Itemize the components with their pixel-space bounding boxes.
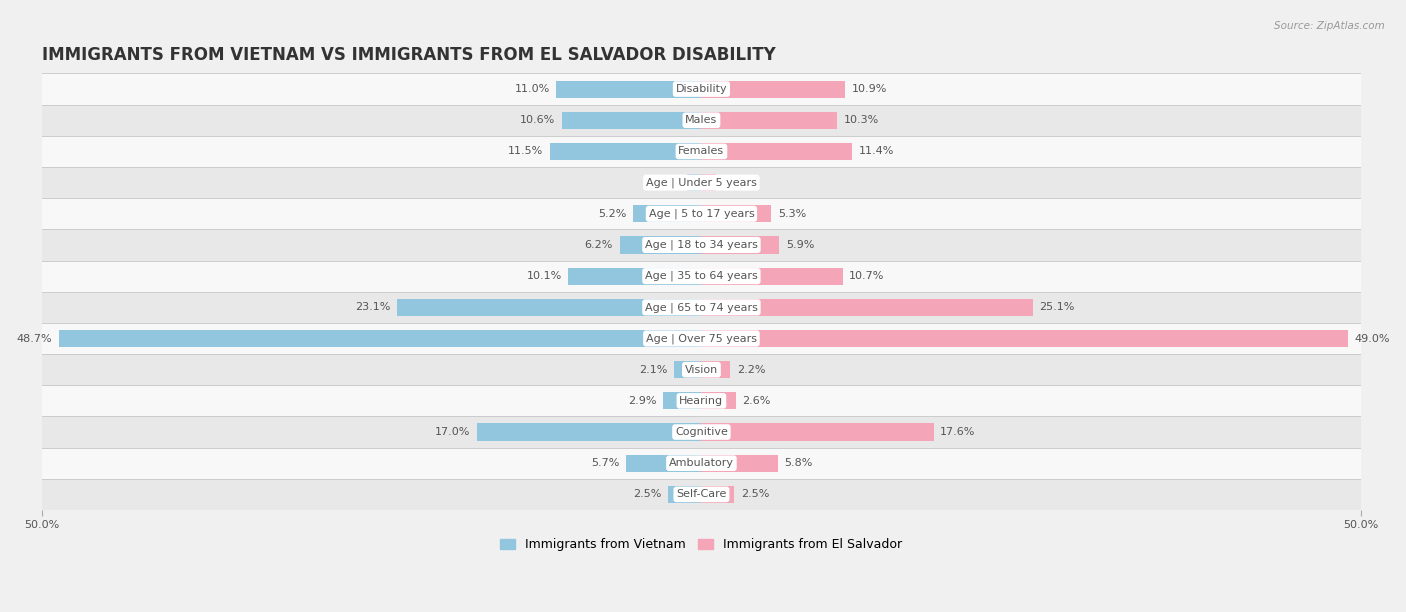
Bar: [702, 299, 1032, 316]
Bar: [702, 455, 778, 472]
Text: 11.4%: 11.4%: [859, 146, 894, 157]
Text: 1.1%: 1.1%: [652, 177, 681, 188]
Bar: [620, 236, 702, 253]
Text: 5.3%: 5.3%: [778, 209, 806, 218]
Bar: [702, 236, 779, 253]
Bar: [702, 267, 842, 285]
Text: 2.9%: 2.9%: [628, 396, 657, 406]
Bar: [702, 143, 852, 160]
Text: 25.1%: 25.1%: [1039, 302, 1074, 312]
Bar: [633, 205, 702, 222]
Bar: [42, 386, 1361, 416]
Text: 17.0%: 17.0%: [436, 427, 471, 437]
Text: Self-Care: Self-Care: [676, 490, 727, 499]
Text: Females: Females: [678, 146, 724, 157]
Bar: [702, 330, 1348, 347]
Bar: [42, 230, 1361, 261]
Text: 10.6%: 10.6%: [520, 115, 555, 125]
Text: 10.1%: 10.1%: [526, 271, 561, 281]
Bar: [702, 205, 772, 222]
Text: Age | 5 to 17 years: Age | 5 to 17 years: [648, 209, 754, 219]
Text: 2.6%: 2.6%: [742, 396, 770, 406]
Bar: [42, 261, 1361, 292]
Bar: [702, 486, 734, 503]
Text: Ambulatory: Ambulatory: [669, 458, 734, 468]
Text: 48.7%: 48.7%: [17, 334, 52, 343]
Bar: [42, 198, 1361, 230]
Text: Source: ZipAtlas.com: Source: ZipAtlas.com: [1274, 21, 1385, 31]
Text: 2.5%: 2.5%: [741, 490, 769, 499]
Bar: [702, 174, 716, 191]
Text: Hearing: Hearing: [679, 396, 724, 406]
Text: 49.0%: 49.0%: [1354, 334, 1391, 343]
Text: Cognitive: Cognitive: [675, 427, 728, 437]
Bar: [664, 392, 702, 409]
Text: Age | 18 to 34 years: Age | 18 to 34 years: [645, 240, 758, 250]
Bar: [702, 392, 735, 409]
Bar: [668, 486, 702, 503]
Bar: [42, 479, 1361, 510]
Bar: [557, 81, 702, 98]
Bar: [42, 167, 1361, 198]
Bar: [42, 354, 1361, 386]
Bar: [702, 424, 934, 441]
Text: Age | Under 5 years: Age | Under 5 years: [645, 177, 756, 188]
Text: Vision: Vision: [685, 365, 718, 375]
Bar: [59, 330, 702, 347]
Bar: [42, 73, 1361, 105]
Text: 11.5%: 11.5%: [508, 146, 543, 157]
Text: 5.2%: 5.2%: [598, 209, 626, 218]
Bar: [477, 424, 702, 441]
Text: 2.1%: 2.1%: [638, 365, 666, 375]
Text: 11.0%: 11.0%: [515, 84, 550, 94]
Text: 10.7%: 10.7%: [849, 271, 884, 281]
Bar: [702, 111, 838, 129]
Text: 23.1%: 23.1%: [354, 302, 389, 312]
Text: Age | 65 to 74 years: Age | 65 to 74 years: [645, 302, 758, 313]
Bar: [42, 323, 1361, 354]
Bar: [626, 455, 702, 472]
Text: 17.6%: 17.6%: [941, 427, 976, 437]
Text: Males: Males: [685, 115, 717, 125]
Text: 10.9%: 10.9%: [852, 84, 887, 94]
Bar: [42, 105, 1361, 136]
Bar: [702, 81, 845, 98]
Text: 5.9%: 5.9%: [786, 240, 814, 250]
Bar: [688, 174, 702, 191]
Bar: [42, 416, 1361, 447]
Text: 1.1%: 1.1%: [723, 177, 751, 188]
Text: Age | 35 to 64 years: Age | 35 to 64 years: [645, 271, 758, 282]
Text: 10.3%: 10.3%: [844, 115, 879, 125]
Bar: [42, 447, 1361, 479]
Bar: [42, 292, 1361, 323]
Bar: [702, 361, 731, 378]
Text: 2.2%: 2.2%: [737, 365, 765, 375]
Bar: [396, 299, 702, 316]
Text: 5.7%: 5.7%: [592, 458, 620, 468]
Text: Disability: Disability: [676, 84, 727, 94]
Text: 5.8%: 5.8%: [785, 458, 813, 468]
Text: 2.5%: 2.5%: [634, 490, 662, 499]
Text: Age | Over 75 years: Age | Over 75 years: [645, 334, 756, 344]
Bar: [550, 143, 702, 160]
Text: IMMIGRANTS FROM VIETNAM VS IMMIGRANTS FROM EL SALVADOR DISABILITY: IMMIGRANTS FROM VIETNAM VS IMMIGRANTS FR…: [42, 46, 776, 64]
Bar: [42, 136, 1361, 167]
Bar: [561, 111, 702, 129]
Legend: Immigrants from Vietnam, Immigrants from El Salvador: Immigrants from Vietnam, Immigrants from…: [495, 533, 908, 556]
Bar: [568, 267, 702, 285]
Text: 6.2%: 6.2%: [585, 240, 613, 250]
Bar: [673, 361, 702, 378]
